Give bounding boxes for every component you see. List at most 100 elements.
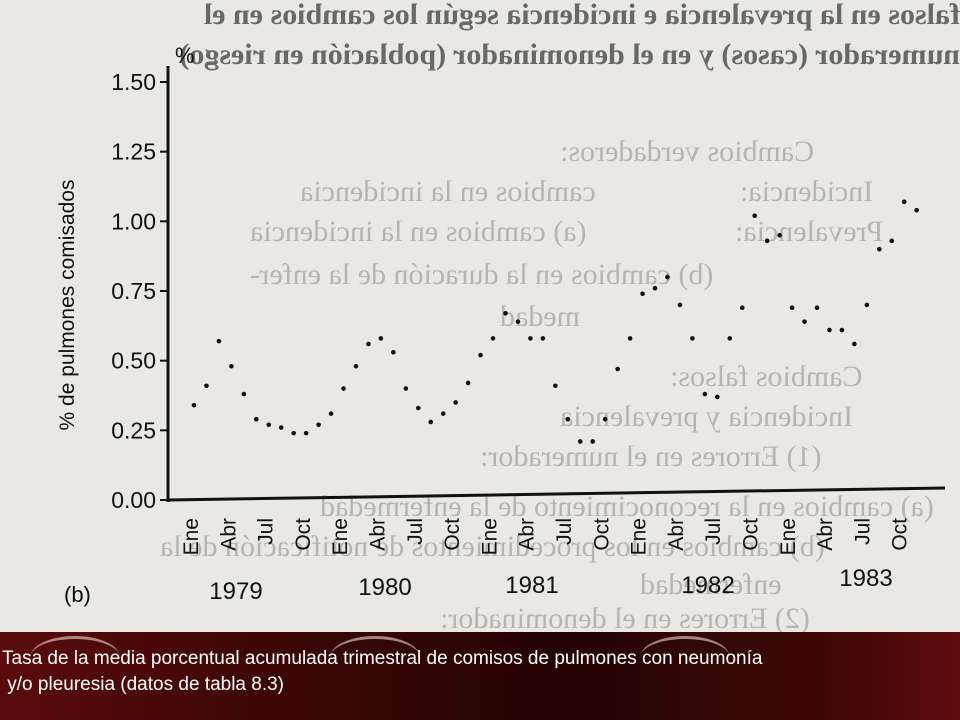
- y-tick-label: 1.00: [111, 208, 156, 234]
- data-point: [914, 207, 919, 213]
- year-label: 1981: [505, 572, 558, 599]
- x-tick-label: Jul: [553, 518, 576, 545]
- x-tick-label: Ene: [777, 518, 800, 555]
- data-point: [577, 439, 583, 444]
- data-point: [739, 305, 745, 311]
- data-point: [428, 419, 434, 425]
- x-tick-label: Oct: [889, 518, 912, 551]
- data-point: [528, 336, 533, 341]
- data-point: [328, 411, 334, 416]
- data-point: [615, 366, 620, 372]
- data-point: [515, 319, 521, 324]
- scanned-page: falsos en la prevalencia e incidencia se…: [0, 0, 960, 632]
- data-point: [677, 302, 683, 308]
- data-point: [727, 336, 733, 341]
- data-point: [789, 305, 795, 311]
- data-point: [702, 391, 708, 397]
- data-point: [814, 305, 820, 311]
- data-point: [391, 350, 396, 355]
- y-tick-label: 1.50: [111, 69, 156, 95]
- data-point: [590, 439, 596, 444]
- data-point: [665, 274, 670, 280]
- x-tick-label: Jul: [255, 518, 278, 545]
- data-point: [366, 341, 371, 347]
- data-point: [877, 246, 882, 252]
- data-point: [204, 383, 209, 389]
- data-point: [565, 416, 571, 422]
- data-point: [490, 336, 496, 341]
- data-point: [864, 302, 870, 308]
- data-point: [777, 232, 782, 238]
- data-point: [901, 199, 907, 205]
- x-tick-label: Oct: [590, 518, 613, 551]
- year-label: 1982: [681, 572, 734, 599]
- y-tick-label: 0.25: [111, 417, 156, 443]
- data-point: [839, 327, 845, 333]
- x-tick-label: Ene: [478, 518, 501, 555]
- data-point: [216, 338, 222, 344]
- data-point: [640, 291, 645, 297]
- data-point: [627, 336, 633, 341]
- year-label: 1979: [209, 578, 262, 605]
- data-point: [266, 422, 272, 428]
- x-tick-label: Jul: [702, 518, 725, 545]
- year-label: 1983: [839, 565, 892, 592]
- data-point: [191, 402, 197, 408]
- x-axis-line: [167, 486, 946, 502]
- data-point: [253, 416, 259, 422]
- y-tick-label: 1.25: [111, 139, 156, 165]
- decor-swirl: [30, 636, 120, 679]
- data-point: [241, 391, 247, 397]
- x-tick-label: Abr: [665, 518, 688, 551]
- x-tick-label: Jul: [851, 518, 874, 545]
- data-point: [764, 238, 770, 244]
- data-point: [690, 336, 695, 341]
- data-point: [303, 430, 309, 436]
- data-point: [229, 363, 234, 369]
- y-tick-label: 0.75: [111, 278, 156, 304]
- data-point: [440, 411, 446, 416]
- data-point: [291, 430, 296, 436]
- data-point: [889, 238, 895, 244]
- data-point: [278, 425, 284, 430]
- x-tick-label: Abr: [814, 518, 837, 551]
- data-point: [652, 285, 658, 291]
- x-tick-label: Ene: [180, 518, 203, 555]
- data-point: [715, 394, 720, 400]
- x-tick-label: Abr: [516, 518, 539, 551]
- y-unit-label: %: [175, 43, 195, 68]
- y-axis-label: % de pulmones comisados: [56, 180, 79, 431]
- decor-swirl: [640, 636, 730, 679]
- x-tick-label: Ene: [329, 518, 352, 555]
- data-point: [802, 319, 807, 324]
- y-tick-label: 0.00: [111, 487, 156, 513]
- data-point: [353, 363, 359, 369]
- x-tick-label: Oct: [441, 518, 464, 551]
- data-point: [341, 386, 346, 391]
- figure-caption: Tasa de la media porcentual acumulada tr…: [2, 648, 763, 695]
- data-point: [403, 386, 409, 391]
- data-point: [553, 383, 558, 389]
- data-point: [478, 352, 483, 358]
- data-point: [602, 416, 608, 422]
- year-label: 1980: [358, 574, 411, 601]
- data-point: [378, 336, 384, 341]
- x-tick-label: Ene: [628, 518, 651, 555]
- caption-bar: Tasa de la media porcentual acumulada tr…: [0, 632, 960, 720]
- y-tick-label: 0.50: [111, 348, 156, 374]
- x-tick-label: Abr: [217, 518, 240, 551]
- data-point: [316, 422, 321, 428]
- data-point: [752, 213, 757, 219]
- x-tick-label: Oct: [292, 518, 315, 551]
- data-point: [540, 336, 546, 341]
- decor-swirl: [330, 636, 420, 679]
- data-point: [415, 405, 421, 411]
- panel-label: (b): [64, 582, 91, 607]
- data-point: [503, 310, 508, 316]
- data-point: [827, 327, 832, 333]
- x-tick-label: Oct: [740, 518, 763, 551]
- data-point: [465, 380, 471, 386]
- x-tick-label: Abr: [367, 518, 390, 551]
- scatter-chart: 0.00 0.25 0.50 0.75 1.00 1.25 1.50% % de pulmon…: [56, 43, 946, 607]
- data-point: [453, 400, 458, 405]
